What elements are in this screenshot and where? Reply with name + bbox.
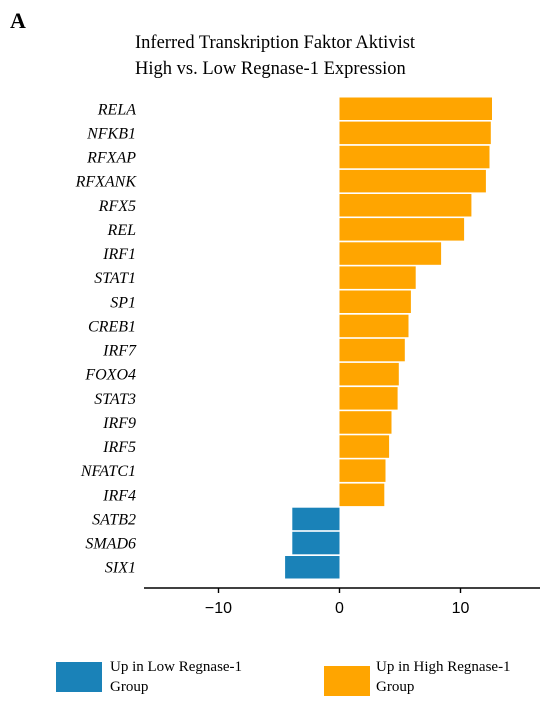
bar-irf7 (339, 338, 405, 362)
category-label-six1: SIX1 (105, 560, 136, 577)
category-label-foxo4: FOXO4 (84, 367, 136, 384)
bar-nfatc1 (339, 459, 386, 482)
legend-label-low-line-2: Group (110, 679, 149, 695)
x-tick-label: 10 (452, 600, 470, 617)
category-label-creb1: CREB1 (88, 318, 136, 335)
x-tick-label: −10 (205, 600, 232, 617)
category-label-rfxap: RFXAP (86, 150, 136, 167)
bar-irf9 (339, 411, 392, 434)
category-label-irf7: IRF7 (102, 343, 137, 360)
bars-group (285, 97, 492, 579)
category-label-satb2: SATB2 (92, 512, 136, 529)
category-label-rfxank: RFXANK (75, 174, 138, 191)
bar-foxo4 (339, 362, 399, 386)
legend-swatch-high (324, 666, 370, 696)
bar-irf5 (339, 435, 390, 458)
bar-rela (339, 97, 492, 120)
bar-creb1 (339, 314, 409, 338)
bar-irf4 (339, 483, 385, 507)
category-label-irf9: IRF9 (102, 415, 136, 432)
category-label-nfkb1: NFKB1 (86, 125, 136, 142)
bar-stat3 (339, 387, 398, 410)
bar-nfkb1 (339, 121, 491, 145)
category-label-stat1: STAT1 (94, 270, 136, 287)
category-label-sp1: SP1 (110, 294, 136, 311)
category-label-irf4: IRF4 (102, 487, 136, 504)
legend-label-high-line-2: Group (376, 679, 415, 695)
bar-irf1 (339, 242, 442, 265)
panel-label: A (10, 8, 26, 33)
x-ticks: −10 0 10 (205, 588, 470, 617)
bar-smad6 (292, 531, 340, 555)
chart-title-line-2: High vs. Low Regnase-1 Expression (135, 59, 406, 79)
legend-label-high-line-1: Up in High Regnase-1 (376, 659, 511, 675)
bar-sp1 (339, 290, 411, 313)
category-label-rfx5: RFX5 (98, 198, 136, 215)
category-label-rela: RELA (97, 101, 136, 118)
bar-rfxap (339, 145, 490, 169)
category-label-stat3: STAT3 (94, 391, 136, 408)
category-labels: RELA NFKB1 RFXAP RFXANK RFX5 REL IRF1 STAT1 SP1 C… (75, 101, 138, 576)
bar-rel (339, 218, 465, 241)
category-label-smad6: SMAD6 (85, 536, 136, 553)
category-label-rel: REL (107, 222, 137, 239)
legend-label-low-line-1: Up in Low Regnase-1 (110, 659, 243, 675)
legend-label-high: Up in High Regnase-1 Group (376, 657, 550, 697)
legend-label-low: Up in Low Regnase-1 Group (110, 657, 300, 697)
legend-swatch-low (56, 662, 102, 692)
chart-title-line-1: Inferred Transkription Faktor Aktivist (135, 33, 416, 53)
bar-rfxank (339, 169, 486, 193)
bar-stat1 (339, 266, 416, 289)
category-label-irf1: IRF1 (102, 246, 136, 263)
category-label-irf5: IRF5 (102, 439, 136, 456)
bar-satb2 (292, 507, 340, 531)
bar-rfx5 (339, 194, 472, 217)
x-tick-label: 0 (335, 600, 344, 617)
bar-six1 (285, 556, 340, 579)
category-label-nfatc1: NFATC1 (80, 463, 136, 480)
